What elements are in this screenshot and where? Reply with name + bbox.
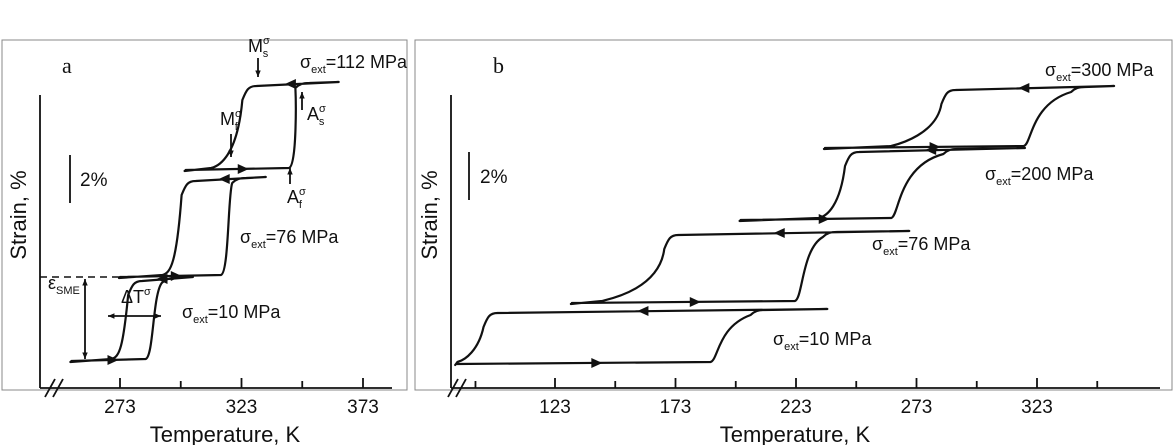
heating-arrow	[689, 297, 701, 307]
ms-sigma-label: Mσ s	[248, 35, 270, 60]
eps-sme-arrow-down-head	[82, 352, 88, 359]
x-tick-label: 273	[901, 397, 933, 418]
series-label-76-mpa: σext=76 MPa	[872, 234, 971, 258]
panel-b-frame	[414, 39, 1173, 391]
x-tick-label: 373	[347, 397, 379, 418]
panel-a-axis-break	[44, 378, 64, 398]
eps-sme-label: εSME	[48, 273, 80, 297]
strain-curve-10-mpa	[454, 307, 829, 367]
panel-a-y-axis-label: Strain, %	[6, 170, 31, 259]
panel-b-series-labels: σext=10 MPa σext=76 MPa σext=200 MPa σext=3…	[773, 60, 1154, 353]
panel-b-letter: b	[493, 53, 504, 78]
panel-a-x-ticks: 273 323 373	[104, 378, 379, 418]
series-label-300-mpa: σext=300 MPa	[1045, 60, 1154, 84]
x-tick-label: 173	[660, 397, 692, 418]
strain-curve-112-mpa	[183, 80, 340, 173]
as-arrow-head	[299, 92, 305, 99]
delta-t-label: ΔTσ	[121, 286, 151, 307]
series-label-112-mpa: σext=112 MPa	[300, 52, 408, 76]
panel-a-series-labels: σext=10 MPa σext=76 MPa σext=112 MPa	[182, 52, 408, 326]
heating-arrow	[237, 164, 249, 174]
series-label-10-mpa: σext=10 MPa	[773, 329, 872, 353]
panel-b-curves	[454, 83, 1116, 368]
heating-arrow	[170, 271, 182, 281]
heating-arrow	[818, 214, 830, 224]
ms-arrow-head	[255, 70, 261, 77]
x-tick-label: 323	[1021, 397, 1053, 418]
series-label-10-mpa: σext=10 MPa	[182, 302, 281, 326]
strain-curve-200-mpa	[738, 146, 1027, 223]
af-sigma-label: Aσ f	[287, 186, 306, 211]
panel-b-x-axis-label: Temperature, K	[720, 422, 871, 445]
mf-arrow-head	[228, 150, 234, 157]
panel-a-annotations: Mσ s Mσ f Aσ s Aσ f εSME ΔTσ	[40, 35, 326, 359]
panel-a-frame	[1, 39, 408, 391]
cooling-arrow	[218, 174, 230, 184]
strain-curve-76-mpa	[569, 229, 911, 306]
panel-a-x-axis-label: Temperature, K	[150, 422, 301, 445]
heating-arrow	[929, 142, 941, 152]
panel-b-scale-bar-label: 2%	[480, 167, 508, 188]
panel-a-scale-bar-label: 2%	[80, 170, 108, 191]
cooling-arrow	[637, 306, 649, 316]
panel-a-letter: a	[62, 53, 72, 78]
x-tick-label: 223	[780, 397, 812, 418]
heating-arrow	[591, 358, 603, 368]
x-tick-label: 323	[226, 397, 258, 418]
af-arrow-head	[287, 168, 293, 175]
panel-b-axis-break	[447, 378, 467, 398]
strain-curve-76-mpa	[117, 175, 267, 280]
cooling-arrow	[773, 228, 785, 238]
x-tick-label: 123	[539, 397, 571, 418]
panel-b-y-axis-label: Strain, %	[417, 170, 442, 259]
heating-arrow	[107, 355, 119, 365]
cooling-arrow	[1018, 83, 1030, 93]
delta-t-arrow-right-head	[154, 313, 161, 319]
as-sigma-label: Aσ s	[307, 103, 326, 128]
eps-sme-arrow-up-head	[82, 279, 88, 286]
strain-curve-300-mpa	[822, 84, 1116, 151]
delta-t-arrow-left-head	[108, 313, 115, 319]
mf-sigma-label: Mσ f	[220, 108, 242, 133]
x-tick-label: 273	[104, 397, 136, 418]
panel-b-x-ticks: 123 173 223 273 323	[474, 378, 1099, 418]
series-label-200-mpa: σext=200 MPa	[985, 164, 1094, 188]
cooling-arrow	[284, 79, 296, 89]
series-label-76-mpa: σext=76 MPa	[240, 227, 339, 251]
